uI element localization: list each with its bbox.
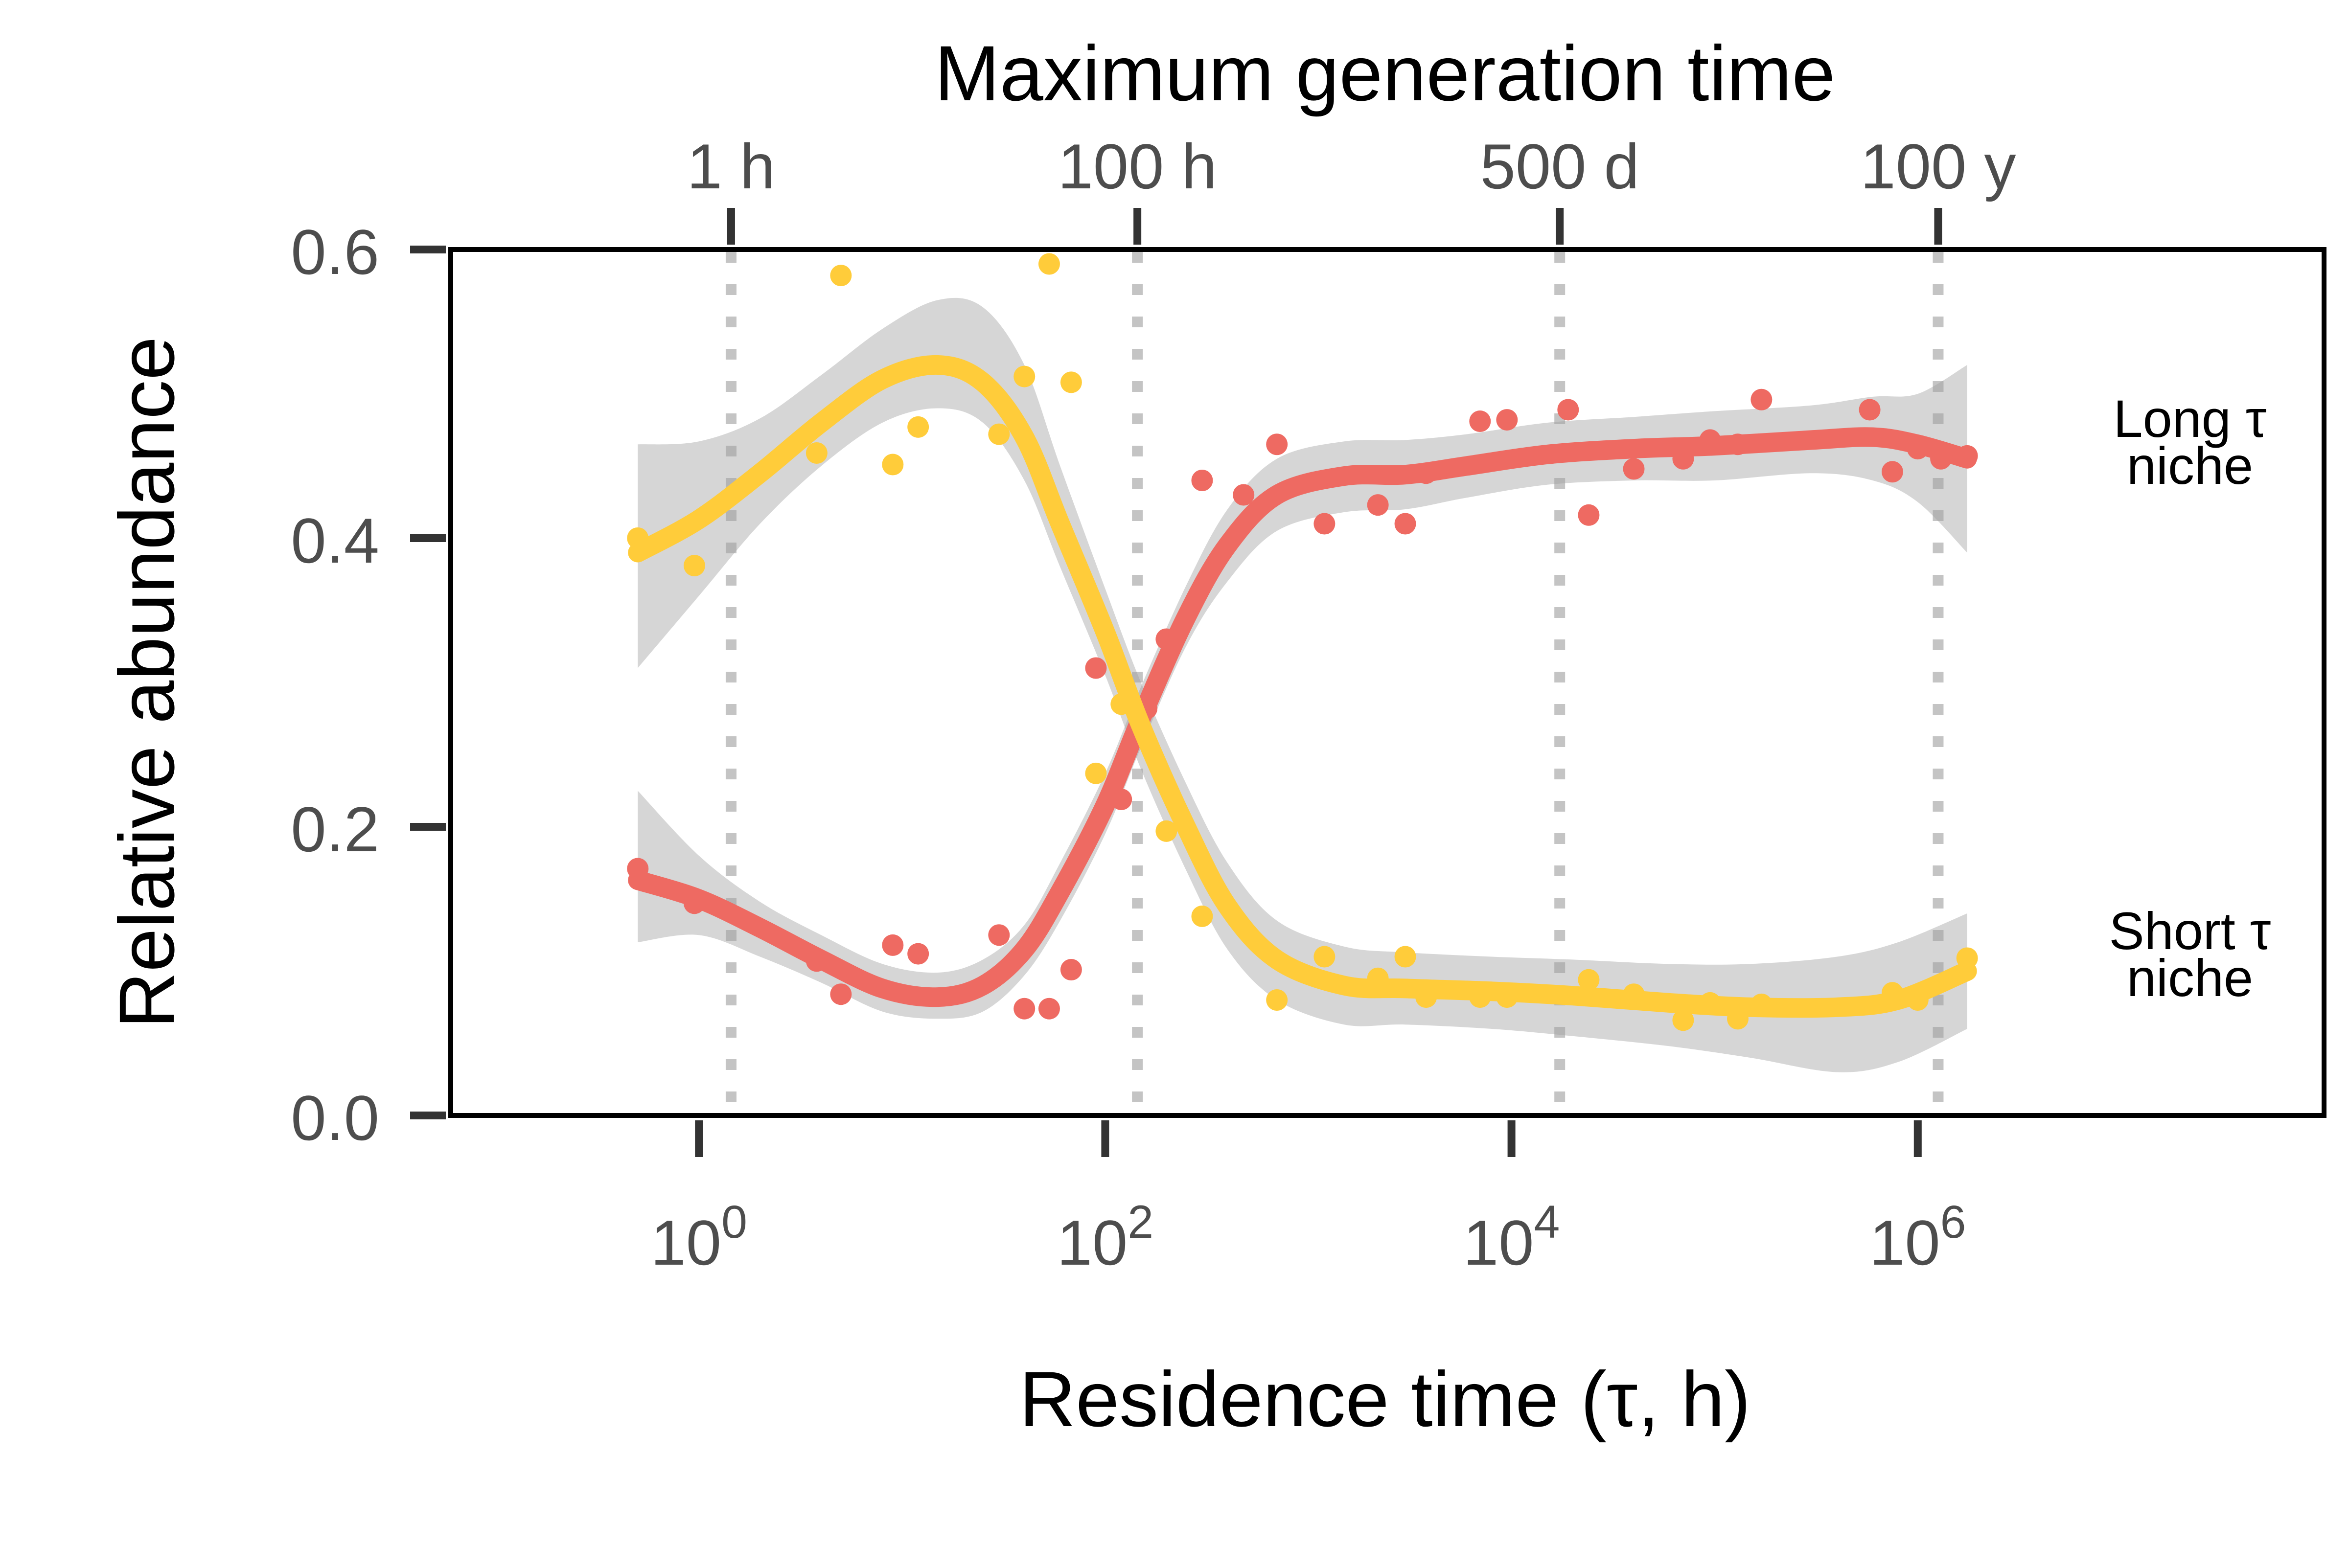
top-tick-label: 1 h — [687, 131, 776, 202]
x-tick-label: 102 — [1057, 1196, 1153, 1278]
short-data-point — [806, 442, 828, 464]
top-tick-label: 100 y — [1860, 131, 2016, 202]
short-data-point — [1313, 946, 1336, 968]
long-data-point — [1557, 399, 1579, 421]
short-data-point — [1578, 969, 1600, 991]
x-tick-label: 104 — [1463, 1196, 1560, 1278]
long-series-label: Long τ niche — [2114, 389, 2267, 495]
short-data-point — [1191, 905, 1213, 927]
short-data-point — [1060, 371, 1082, 393]
long-data-point — [1313, 513, 1336, 535]
plot-frame — [448, 247, 2326, 1118]
short-data-point — [1266, 989, 1288, 1011]
x-tick-label: 100 — [650, 1196, 747, 1278]
short-data-point — [683, 555, 705, 577]
short-data-point — [1085, 762, 1107, 784]
top-tick-label: 500 d — [1480, 131, 1639, 202]
long-data-point — [1623, 458, 1645, 480]
y-axis-title: Relative abundance — [103, 337, 190, 1028]
short-data-point — [988, 423, 1010, 445]
long-data-point — [830, 983, 852, 1005]
long-data-point — [1578, 504, 1600, 526]
long-data-point — [1367, 494, 1389, 516]
top-axis-title: Maximum generation time — [935, 29, 1836, 117]
long-data-point — [1060, 959, 1082, 981]
short-fit-line — [628, 355, 1977, 1018]
short-series-label: Short τ niche — [2109, 901, 2271, 1007]
long-data-point — [907, 943, 929, 965]
long-data-point — [882, 934, 904, 956]
long-data-point — [1013, 998, 1036, 1020]
y-tick-label: 0.6 — [291, 216, 379, 288]
long-data-point — [988, 924, 1010, 946]
top-tick-label: 100 h — [1058, 131, 1217, 202]
long-data-point — [1394, 513, 1416, 535]
x-tick-label: 106 — [1869, 1196, 1966, 1278]
short-data-point — [1038, 253, 1060, 275]
fit-lines — [628, 355, 1977, 1018]
long-data-point — [1750, 388, 1773, 410]
long-data-point — [1085, 657, 1107, 679]
long-data-point — [1881, 461, 1903, 483]
long-data-point — [1191, 470, 1213, 491]
long-data-point — [1496, 409, 1518, 431]
short-data-point — [907, 416, 929, 438]
x-axis-title: Residence time (τ, h) — [1019, 1355, 1751, 1443]
short-data-point — [1013, 365, 1036, 387]
short-data-point — [1155, 820, 1177, 842]
short-confidence-band — [638, 297, 1967, 1072]
axes: 0.0 0.2 0.4 0.6 100 102 104 106 1 h 100 h 500 d 100… — [291, 131, 2016, 1278]
y-tick-label: 0.2 — [291, 794, 379, 865]
short-data-point — [1672, 1009, 1694, 1031]
y-tick-label: 0.0 — [291, 1082, 379, 1154]
long-data-point — [1266, 433, 1288, 455]
short-data-point — [830, 265, 852, 287]
short-data-point — [1394, 946, 1416, 968]
long-data-point — [1859, 399, 1881, 421]
long-fit-line — [628, 427, 1977, 1007]
short-data-point — [882, 454, 904, 476]
long-data-point — [1038, 998, 1060, 1020]
long-data-point — [1469, 410, 1491, 432]
reference-lines — [725, 252, 1944, 1113]
y-tick-label: 0.4 — [291, 505, 379, 576]
series-labels: Long τ niche Short τ niche — [2109, 389, 2271, 1007]
long-confidence-band — [638, 365, 1967, 1019]
long-data-point — [1233, 484, 1255, 506]
